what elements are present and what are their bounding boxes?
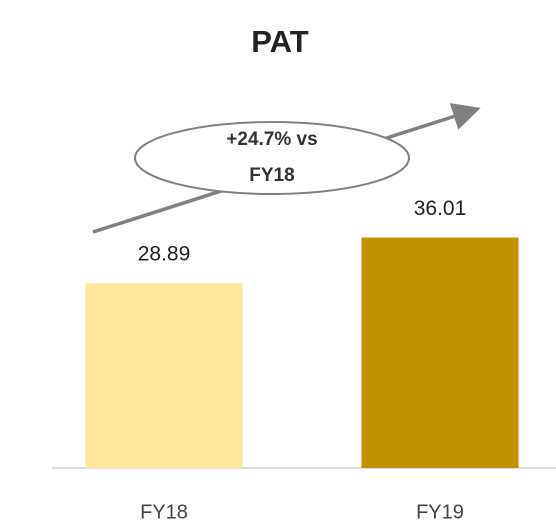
annotation: +24.7% vs FY18 <box>226 129 318 186</box>
chart-title: PAT <box>251 24 308 59</box>
annotation-ellipse <box>134 121 410 195</box>
x-tick-label: FY18 <box>140 501 188 523</box>
bar <box>85 283 243 468</box>
bar <box>361 237 519 468</box>
data-label: 28.89 <box>138 243 191 266</box>
x-tick-label: FY19 <box>416 501 464 523</box>
data-label: 36.01 <box>414 197 467 220</box>
